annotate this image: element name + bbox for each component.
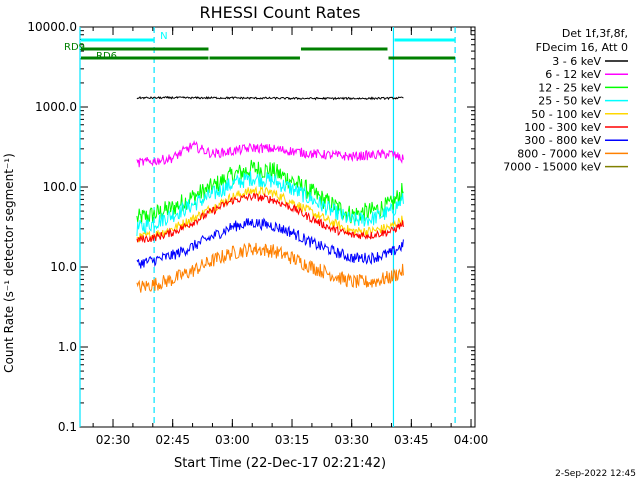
y-axis-label: Count Rate (s⁻¹ detector segment⁻¹) bbox=[2, 153, 16, 373]
x-tick-label: 03:45 bbox=[394, 433, 429, 447]
y-tick-label: 1.0 bbox=[58, 340, 77, 354]
legend-label: 12 - 25 keV bbox=[538, 81, 601, 94]
y-tick-label: 0.1 bbox=[58, 420, 77, 434]
state-bar-label: N bbox=[160, 31, 167, 42]
legend-label: 3 - 6 keV bbox=[552, 55, 601, 68]
series-line bbox=[136, 140, 404, 168]
x-tick-label: 03:00 bbox=[215, 433, 250, 447]
footer-date: 2-Sep-2022 12:45 bbox=[555, 469, 636, 479]
legend-header-line1: Det 1f,3f,8f, bbox=[562, 27, 628, 40]
y-tick-label: 10000.0 bbox=[27, 20, 77, 34]
series-line bbox=[136, 242, 404, 293]
series-line bbox=[136, 192, 404, 243]
y-tick-label: 100.0 bbox=[43, 180, 77, 194]
x-tick-label: 02:30 bbox=[96, 433, 131, 447]
x-tick-label: 04:00 bbox=[454, 433, 489, 447]
x-tick-label: 03:30 bbox=[334, 433, 369, 447]
series-line bbox=[136, 159, 404, 224]
series-line bbox=[136, 171, 404, 237]
series-line bbox=[136, 95, 404, 101]
legend-label: 25 - 50 keV bbox=[538, 95, 601, 108]
state-bar-label: RD9 bbox=[64, 42, 85, 53]
legend-label: 50 - 100 keV bbox=[531, 108, 601, 121]
y-tick-label: 10.0 bbox=[50, 260, 77, 274]
legend-label: 7000 - 15000 keV bbox=[503, 161, 601, 174]
legend-label: 800 - 7000 keV bbox=[517, 147, 601, 160]
legend-header-line2: FDecim 16, Att 0 bbox=[536, 41, 628, 54]
chart-title: RHESSI Count Rates bbox=[200, 3, 361, 22]
state-bar-label: RD6 bbox=[96, 51, 117, 62]
legend-label: 300 - 800 keV bbox=[524, 134, 601, 147]
legend-label: 6 - 12 keV bbox=[545, 68, 601, 81]
x-tick-label: 03:15 bbox=[275, 433, 310, 447]
x-axis-label: Start Time (22-Dec-17 02:21:42) bbox=[174, 456, 386, 471]
y-tick-label: 1000.0 bbox=[35, 100, 77, 114]
x-tick-label: 02:45 bbox=[155, 433, 190, 447]
series-line bbox=[136, 217, 404, 269]
legend-label: 100 - 300 keV bbox=[524, 121, 601, 134]
